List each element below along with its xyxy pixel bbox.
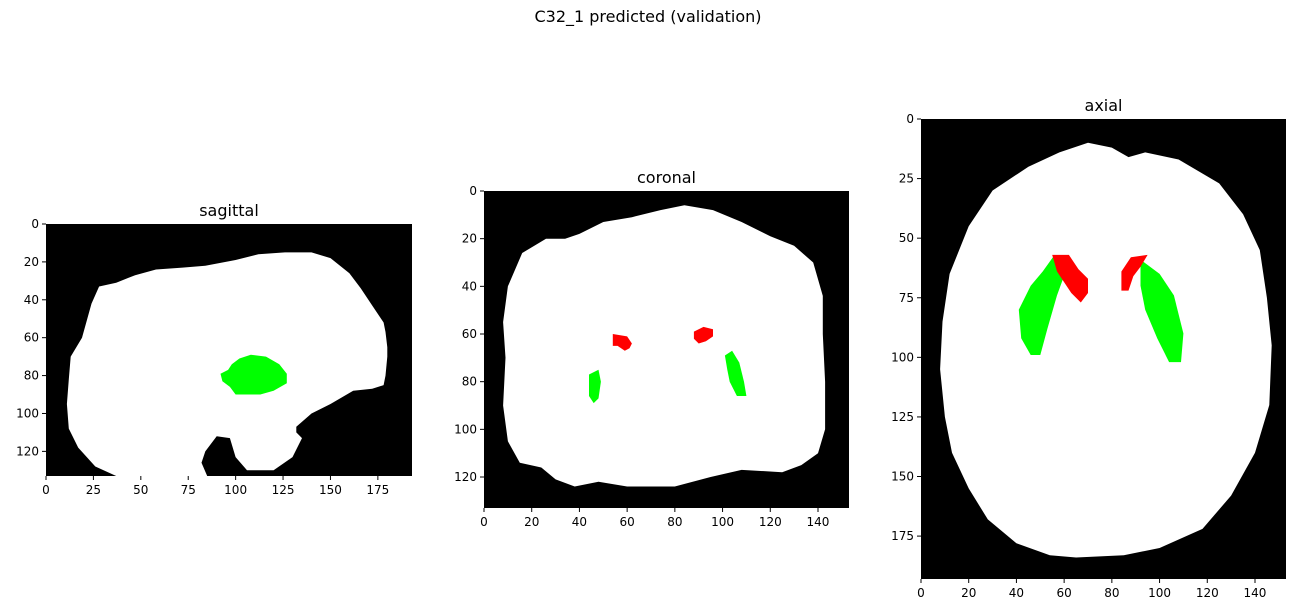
sagittal-x-tick-label: 0 (42, 483, 50, 497)
axial-y-tick-label: 50 (899, 231, 914, 245)
axial-y-tick-label: 0 (906, 112, 914, 126)
coronal-brain-region (503, 205, 826, 487)
axial-x-tick-label: 20 (961, 586, 976, 600)
sagittal-y-tick-label: 40 (24, 293, 39, 307)
sagittal-y-tick-label: 60 (24, 331, 39, 345)
figure-title: C32_1 predicted (validation) (534, 7, 762, 26)
coronal-green-region (724, 350, 747, 396)
coronal-y-tick-label: 120 (454, 470, 477, 484)
axial-y-tick-label: 100 (891, 350, 914, 364)
coronal-x-tick-label: 20 (524, 515, 539, 529)
coronal-y-tick-label: 100 (454, 422, 477, 436)
sagittal-x-tick-label: 100 (224, 483, 247, 497)
axial-green-region (1140, 259, 1184, 363)
sagittal-green-region (220, 354, 287, 395)
sagittal-x-tick-label: 150 (319, 483, 342, 497)
coronal-red-region (693, 326, 713, 344)
sagittal-mask-regions (66, 252, 388, 476)
sagittal-y-tick-label: 80 (24, 369, 39, 383)
coronal-y-tick-label: 0 (469, 184, 477, 198)
sagittal-panel-title: sagittal (199, 201, 259, 220)
sagittal-x-tick-label: 175 (366, 483, 389, 497)
axial-x-tick-label: 80 (1104, 586, 1119, 600)
sagittal-x-tick-label: 125 (272, 483, 295, 497)
axial-x-tick-label: 100 (1148, 586, 1171, 600)
axial-y-tick-label: 25 (899, 172, 914, 186)
sagittal-x-tick-label: 50 (133, 483, 148, 497)
axial-red-region (1052, 254, 1088, 303)
sagittal-x-tick-label: 75 (181, 483, 196, 497)
coronal-y-tick-label: 20 (462, 232, 477, 246)
coronal-y-tick-label: 80 (462, 375, 477, 389)
axial-brain-region (940, 142, 1272, 558)
coronal-x-tick-label: 60 (619, 515, 634, 529)
coronal-y-tick-label: 40 (462, 279, 477, 293)
coronal-green-region (589, 369, 601, 404)
coronal-mask-regions (503, 205, 826, 487)
coronal-panel: coronal 0 20 40 60 80 100 120 140 0 20 40 60 80 100 120 (454, 168, 849, 529)
sagittal-panel: sagittal 0 25 50 75 100 125 150 175 0 20 40 60 80 100 1… (16, 201, 412, 497)
coronal-x-tick-label: 80 (667, 515, 682, 529)
axial-x-tick-label: 120 (1196, 586, 1219, 600)
coronal-panel-title: coronal (637, 168, 696, 187)
sagittal-brain-region (66, 252, 388, 476)
coronal-x-tick-label: 140 (807, 515, 830, 529)
axial-y-tick-label: 125 (891, 410, 914, 424)
coronal-x-tick-label: 40 (572, 515, 587, 529)
sagittal-y-tick-label: 120 (16, 444, 39, 458)
axial-y-tick-label: 175 (891, 529, 914, 543)
axial-x-tick-label: 0 (917, 586, 925, 600)
axial-x-tick-label: 140 (1244, 586, 1267, 600)
axial-y-tick-label: 150 (891, 470, 914, 484)
axial-red-region (1121, 254, 1148, 291)
axial-y-tick-label: 75 (899, 291, 914, 305)
axial-panel: axial 0 20 40 60 80 100 120 140 0 25 50 75 100 125 150 1… (891, 96, 1286, 600)
axial-mask-regions (940, 142, 1272, 558)
axial-x-tick-label: 60 (1056, 586, 1071, 600)
sagittal-y-tick-label: 0 (31, 217, 39, 231)
sagittal-x-tick-label: 25 (86, 483, 101, 497)
axial-panel-title: axial (1085, 96, 1123, 115)
sagittal-y-tick-label: 100 (16, 406, 39, 420)
coronal-x-tick-label: 100 (711, 515, 734, 529)
coronal-x-tick-label: 120 (759, 515, 782, 529)
axial-green-region (1018, 254, 1067, 355)
coronal-red-region (612, 334, 632, 351)
axial-x-tick-label: 40 (1009, 586, 1024, 600)
sagittal-y-tick-label: 20 (24, 255, 39, 269)
coronal-y-tick-label: 60 (462, 327, 477, 341)
coronal-x-tick-label: 0 (480, 515, 488, 529)
